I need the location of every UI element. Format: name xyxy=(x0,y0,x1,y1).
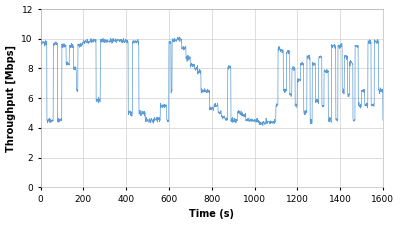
Y-axis label: Throughput [Mbps]: Throughput [Mbps] xyxy=(6,45,16,152)
X-axis label: Time (s): Time (s) xyxy=(189,209,234,219)
